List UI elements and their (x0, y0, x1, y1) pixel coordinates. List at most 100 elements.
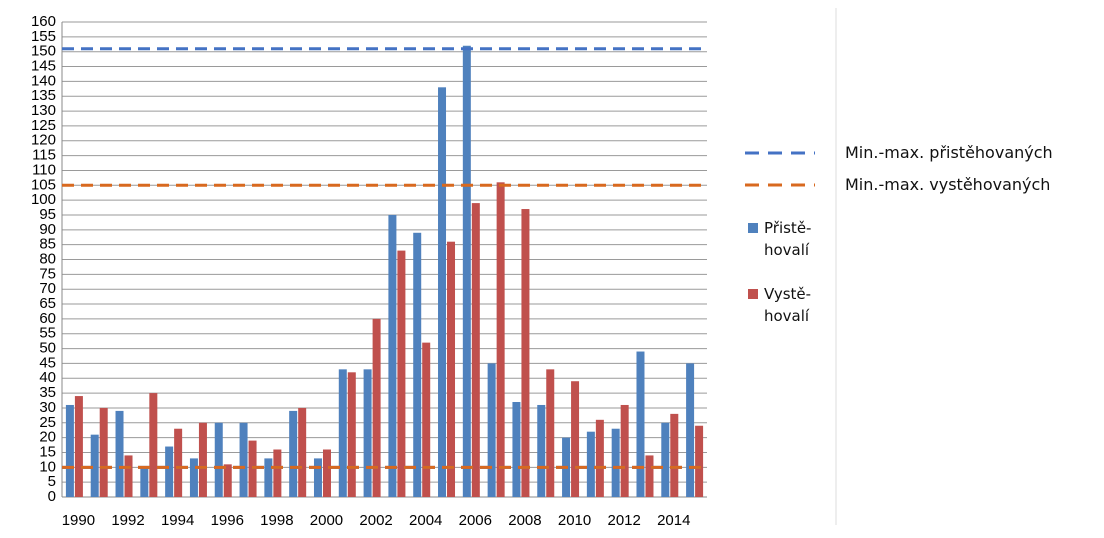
bar (174, 428, 183, 497)
y-tick-label: 110 (32, 161, 56, 178)
bar (462, 45, 471, 497)
y-tick-label: 155 (31, 28, 56, 45)
bar (571, 381, 580, 497)
y-tick-label: 105 (31, 176, 56, 193)
x-tick-label: 2014 (657, 512, 690, 529)
bar (223, 464, 232, 497)
x-tick-label: 2004 (409, 512, 442, 529)
legend-label: Min.-max. vystěhovaných (845, 175, 1051, 194)
y-tick-label: 0 (48, 488, 56, 505)
bar (363, 369, 372, 497)
x-tick-label: 1992 (111, 512, 144, 529)
y-tick-label: 60 (39, 310, 56, 327)
bar (397, 250, 406, 497)
y-tick-label: 115 (32, 147, 56, 164)
bar (65, 404, 74, 497)
y-tick-label: 20 (39, 429, 56, 446)
bar (636, 351, 645, 497)
bar (512, 402, 521, 497)
y-tick-label: 75 (39, 265, 56, 282)
bar (645, 455, 654, 497)
bar (586, 431, 595, 497)
y-tick-label: 50 (39, 340, 56, 357)
y-tick-label: 95 (39, 206, 56, 223)
bar (289, 410, 298, 497)
y-tick-label: 85 (39, 236, 56, 253)
bar (546, 369, 555, 497)
y-tick-label: 40 (39, 369, 56, 386)
bar (422, 342, 431, 497)
bar (313, 458, 322, 497)
x-tick-label: 1998 (260, 512, 293, 529)
y-tick-label: 150 (31, 43, 56, 60)
x-tick-label: 2000 (310, 512, 343, 529)
bar (670, 413, 679, 497)
bar (595, 419, 604, 497)
legend-label: Přistě- hovalí (764, 219, 812, 259)
x-tick-label: 2006 (459, 512, 492, 529)
y-tick-label: 15 (39, 443, 56, 460)
y-tick-label: 5 (48, 473, 56, 490)
bar (413, 232, 422, 497)
x-tick-label: 1996 (211, 512, 244, 529)
bar (447, 241, 456, 497)
bar (686, 363, 695, 497)
y-tick-label: 90 (39, 221, 56, 238)
y-tick-label: 135 (31, 87, 56, 104)
y-tick-label: 125 (31, 117, 56, 134)
bar (239, 422, 248, 497)
bar (140, 467, 149, 497)
x-tick-label: 1990 (62, 512, 95, 529)
y-tick-label: 25 (39, 414, 56, 431)
y-tick-label: 160 (31, 13, 56, 30)
legend-label: Vystě- hovalí (764, 285, 812, 325)
bar (487, 363, 496, 497)
bar (298, 407, 307, 497)
bar (372, 318, 381, 497)
bar (620, 404, 629, 497)
bar (521, 209, 530, 497)
y-tick-label: 140 (31, 72, 56, 89)
bar (189, 458, 198, 497)
y-tick-label: 145 (31, 58, 56, 75)
bar (273, 449, 282, 497)
legend-label: Min.-max. přistěhovaných (845, 143, 1053, 162)
bar (214, 422, 223, 497)
bar (99, 407, 108, 497)
x-tick-label: 2010 (558, 512, 591, 529)
y-tick-label: 100 (31, 191, 56, 208)
y-tick-label: 35 (39, 384, 56, 401)
x-tick-label: 2012 (607, 512, 640, 529)
bar (611, 428, 620, 497)
bar (438, 87, 447, 497)
bar (661, 422, 670, 497)
bar (115, 410, 124, 497)
bar (388, 214, 397, 497)
bar (90, 434, 99, 497)
y-tick-label: 120 (31, 132, 56, 149)
bar (124, 455, 133, 497)
bar (74, 396, 83, 497)
y-tick-label: 65 (39, 295, 56, 312)
bar (347, 372, 356, 497)
y-tick-label: 80 (39, 250, 56, 267)
bar (149, 393, 158, 497)
bar (264, 458, 273, 497)
x-tick-label: 1994 (161, 512, 194, 529)
bar (165, 446, 174, 497)
bar (198, 422, 207, 497)
bar (695, 425, 704, 497)
y-tick-label: 30 (39, 399, 56, 416)
bar (496, 182, 505, 497)
x-tick-label: 2002 (359, 512, 392, 529)
bar (537, 404, 546, 497)
bar (471, 203, 480, 497)
y-tick-label: 45 (39, 354, 56, 371)
bar (338, 369, 347, 497)
y-tick-label: 55 (39, 325, 56, 342)
legend-swatch (748, 289, 758, 299)
y-tick-label: 130 (31, 102, 56, 119)
legend-swatch (748, 223, 758, 233)
